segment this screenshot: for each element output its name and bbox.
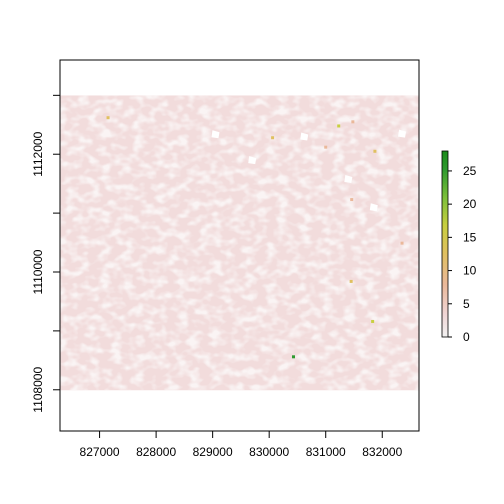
hotspot-cell [324,145,328,149]
x-tick-label: 828000 [136,445,176,459]
nodata-patch [344,174,353,183]
hotspot-cell [291,355,295,359]
y-axis: 1108000 1110000 1112000 [31,94,61,413]
legend-tick-label: 10 [463,264,477,278]
nodata-patch [248,156,257,165]
x-tick-label: 829000 [193,445,233,459]
x-tick-label: 832000 [362,445,402,459]
legend-tick-label: 5 [463,297,470,311]
nodata-patch [369,203,378,212]
legend: 0 5 10 15 20 25 [441,150,477,344]
nodata-patch [398,129,407,138]
x-axis: 827000 828000 829000 830000 831000 832000 [80,430,403,459]
hotspot-cell [337,124,341,128]
hotspot-cell [350,198,354,202]
hotspot-cell [373,149,377,153]
hotspot-cell [351,120,355,124]
hotspot-cell [271,136,275,140]
raster-layer [60,95,419,391]
legend-tick-label: 25 [463,164,477,178]
hotspot-cell [106,116,110,120]
legend-colorbar [441,150,449,338]
hotspot-layer [106,116,404,359]
nodata-patch [300,132,309,141]
x-tick-label: 827000 [80,445,120,459]
nodata-layer [211,129,407,212]
x-tick-label: 830000 [249,445,289,459]
legend-tick-label: 0 [463,330,470,344]
hotspot-cell [349,279,353,283]
legend-tick-label: 20 [463,197,477,211]
hotspot-cell [400,241,404,245]
nodata-patch [211,130,220,139]
raster-texture [60,95,419,391]
legend-tick-label: 15 [463,230,477,244]
y-tick-label: 1110000 [31,249,45,294]
y-tick-label: 1112000 [31,131,45,176]
hotspot-cell [371,319,375,323]
x-tick-label: 831000 [306,445,346,459]
y-tick-label: 1108000 [31,367,45,413]
